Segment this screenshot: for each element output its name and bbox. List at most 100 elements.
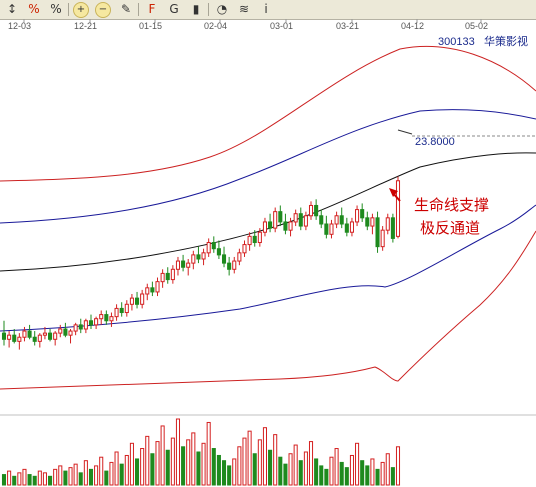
- candle-body: [273, 211, 278, 229]
- candle-body: [37, 334, 42, 342]
- candle-body: [12, 334, 17, 342]
- volume-bar: [257, 439, 262, 486]
- zoom-out-button[interactable]: −: [95, 2, 111, 18]
- percent-button[interactable]: %: [25, 1, 43, 17]
- candle-body: [94, 318, 99, 326]
- volume-bar: [211, 448, 216, 486]
- zoom-out-icon: −: [98, 4, 108, 15]
- fibonacci-button[interactable]: F: [143, 1, 161, 17]
- candle-body: [344, 223, 349, 233]
- volume-bar: [288, 453, 293, 486]
- candle-body: [63, 328, 68, 336]
- volume-bar: [339, 461, 344, 486]
- zoom-in-button[interactable]: +: [73, 2, 89, 18]
- candle-body: [140, 293, 145, 305]
- x-axis: 12-03 12-21 01-15 02-04 03-01 03-21 04-12 05-02: [8, 19, 488, 31]
- volume-bar: [32, 475, 37, 486]
- candle-body: [22, 330, 27, 338]
- x-tick-label: 03-01: [270, 21, 293, 31]
- candle-body: [395, 180, 401, 237]
- volume-bar: [201, 442, 206, 486]
- toolbar-separator: [68, 3, 69, 16]
- candle-body: [109, 316, 114, 322]
- info-button[interactable]: i: [257, 1, 275, 17]
- line-tool-icon: ↕: [6, 2, 18, 16]
- x-tick-label: 01-15: [139, 21, 162, 31]
- candle-body: [129, 297, 134, 305]
- cycle-button[interactable]: ◔: [213, 1, 231, 17]
- draw-tool-button[interactable]: ✎: [117, 1, 135, 17]
- info-icon: i: [264, 2, 268, 16]
- volume-bar: [360, 460, 365, 486]
- volume-bar: [268, 449, 273, 486]
- candle-body: [216, 248, 221, 256]
- toolbar-separator: [208, 3, 209, 16]
- x-tick-label: 05-02: [465, 21, 488, 31]
- volume-bar: [135, 458, 140, 486]
- candle-body: [232, 260, 237, 270]
- volume-bar: [94, 465, 99, 486]
- candle-body: [181, 260, 186, 268]
- gann-button[interactable]: G: [165, 1, 183, 17]
- volume-bar: [237, 446, 242, 486]
- candle-body: [124, 303, 129, 314]
- volume-bar: [375, 468, 380, 486]
- x-tick-label: 12-03: [8, 21, 31, 31]
- volume-bar: [262, 427, 267, 486]
- volume-bar: [206, 421, 211, 486]
- volume-bar: [109, 461, 114, 486]
- volume-bar: [48, 475, 53, 486]
- volume-bar: [175, 418, 181, 486]
- volume-bar: [155, 441, 160, 486]
- volume-bar: [349, 454, 354, 486]
- volume-bar: [385, 453, 390, 486]
- volume-bar: [124, 454, 129, 486]
- volume-bar: [88, 468, 94, 486]
- cycle-icon: ◔: [216, 2, 228, 16]
- percent-change-icon: %: [50, 2, 62, 16]
- candle-body: [99, 314, 104, 320]
- volume-bar: [344, 467, 349, 486]
- volume-bar: [334, 448, 339, 486]
- volume-bar: [191, 432, 196, 486]
- candle-body: [191, 254, 196, 264]
- candle-body: [221, 254, 227, 264]
- candle-body: [360, 209, 365, 219]
- candle-body: [339, 215, 344, 225]
- volume-bar: [196, 451, 201, 486]
- candle-body: [155, 281, 160, 293]
- draw-line-button[interactable]: ↕: [3, 1, 21, 17]
- candle-body: [160, 272, 165, 283]
- candle-body: [170, 268, 175, 281]
- candle-style-button[interactable]: ▮: [187, 1, 205, 17]
- annotation-line-2: 极反通道: [420, 219, 480, 237]
- volume-bar: [186, 439, 191, 486]
- price-marker-leader: [397, 129, 413, 135]
- volume-bar: [68, 467, 73, 486]
- volume-bar: [73, 463, 78, 486]
- band-button[interactable]: ≋: [235, 1, 253, 17]
- channel-bands: [0, 45, 536, 390]
- price-marker: 23.8000: [397, 129, 536, 148]
- stock-chart: 12-03 12-21 01-15 02-04 03-01 03-21 04-12 05-02…: [0, 19, 536, 486]
- volume-bar: [298, 460, 303, 486]
- candle-body: [211, 242, 216, 250]
- inner-band-upper: [0, 109, 536, 224]
- candle-body: [88, 320, 94, 326]
- arrow-head-icon: [389, 188, 398, 197]
- volume-bar: [99, 456, 104, 486]
- candle-body: [27, 330, 32, 338]
- candlestick-icon: ▮: [192, 2, 200, 16]
- volume-bar: [129, 442, 134, 486]
- volume-bar: [58, 465, 63, 486]
- candle-body: [288, 221, 293, 231]
- candlesticks: [1, 176, 401, 350]
- candle-body: [293, 213, 298, 223]
- candle-body: [334, 215, 339, 225]
- volume-bar: [242, 437, 247, 486]
- volume-bar: [395, 446, 401, 486]
- candle-body: [201, 252, 206, 260]
- fibonacci-icon: F: [148, 2, 156, 16]
- volume-bar: [365, 465, 370, 486]
- percent-change-button[interactable]: %: [47, 1, 65, 17]
